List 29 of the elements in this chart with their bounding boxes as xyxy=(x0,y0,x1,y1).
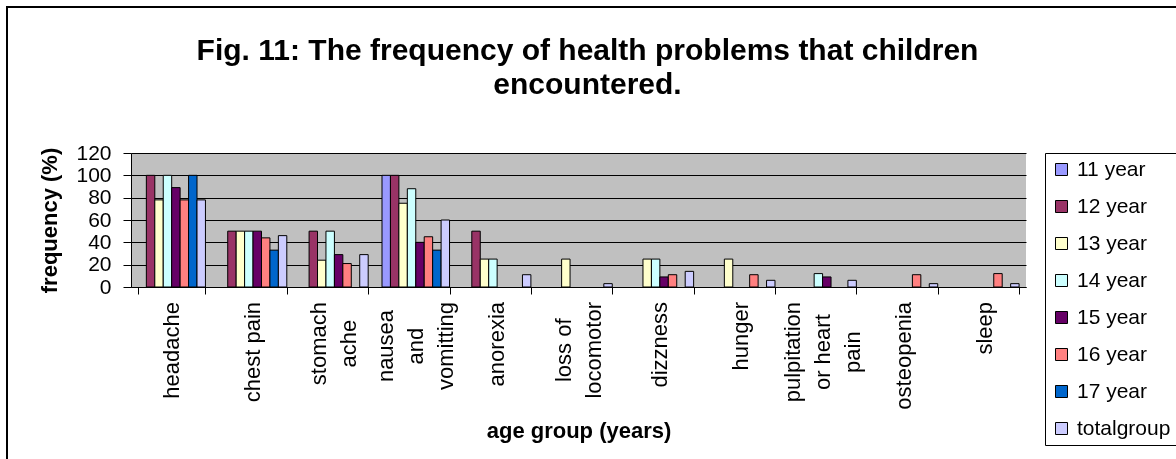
x-tick-label: loss of locomotor xyxy=(550,302,606,399)
x-tick-label: sleep xyxy=(972,302,998,355)
x-tick-label: nausea and vomitting xyxy=(372,301,458,391)
y-tick-label: 60 xyxy=(88,207,112,231)
x-tick-label: osteopenia xyxy=(890,301,916,410)
chart-title: Fig. 11: The frequency of health problems that children encountered. xyxy=(196,33,979,100)
y-tick-label: 80 xyxy=(88,185,112,209)
legend-label: 15 year xyxy=(1077,304,1148,328)
legend-label: 13 year xyxy=(1077,230,1148,254)
x-tick-label: chest pain xyxy=(240,302,266,403)
x-tick-label: headache xyxy=(158,302,184,399)
x-tick-label: hunger xyxy=(728,301,754,371)
legend-label: 14 year xyxy=(1077,267,1148,291)
legend-label: 17 year xyxy=(1077,378,1148,402)
legend-label: 11 year xyxy=(1077,156,1146,180)
x-tick-label: dizzness xyxy=(646,302,672,388)
x-tick-label: pulpitation or heart pain xyxy=(779,301,865,403)
x-axis-title: age group (years) xyxy=(486,417,672,443)
x-tick-label: stomach ache xyxy=(306,301,362,386)
x-tick-label: anorexia xyxy=(484,301,510,387)
legend-label: totalgroup xyxy=(1077,415,1171,439)
legend-label: 16 year xyxy=(1077,341,1148,365)
y-tick-label: 0 xyxy=(99,274,112,298)
y-tick-label: 40 xyxy=(88,229,112,253)
y-tick-label: 100 xyxy=(76,162,112,186)
y-tick-label: 120 xyxy=(76,140,112,164)
y-axis-title: frequency (%) xyxy=(37,147,63,294)
y-tick-label: 20 xyxy=(88,252,112,276)
legend-label: 12 year xyxy=(1077,193,1148,217)
